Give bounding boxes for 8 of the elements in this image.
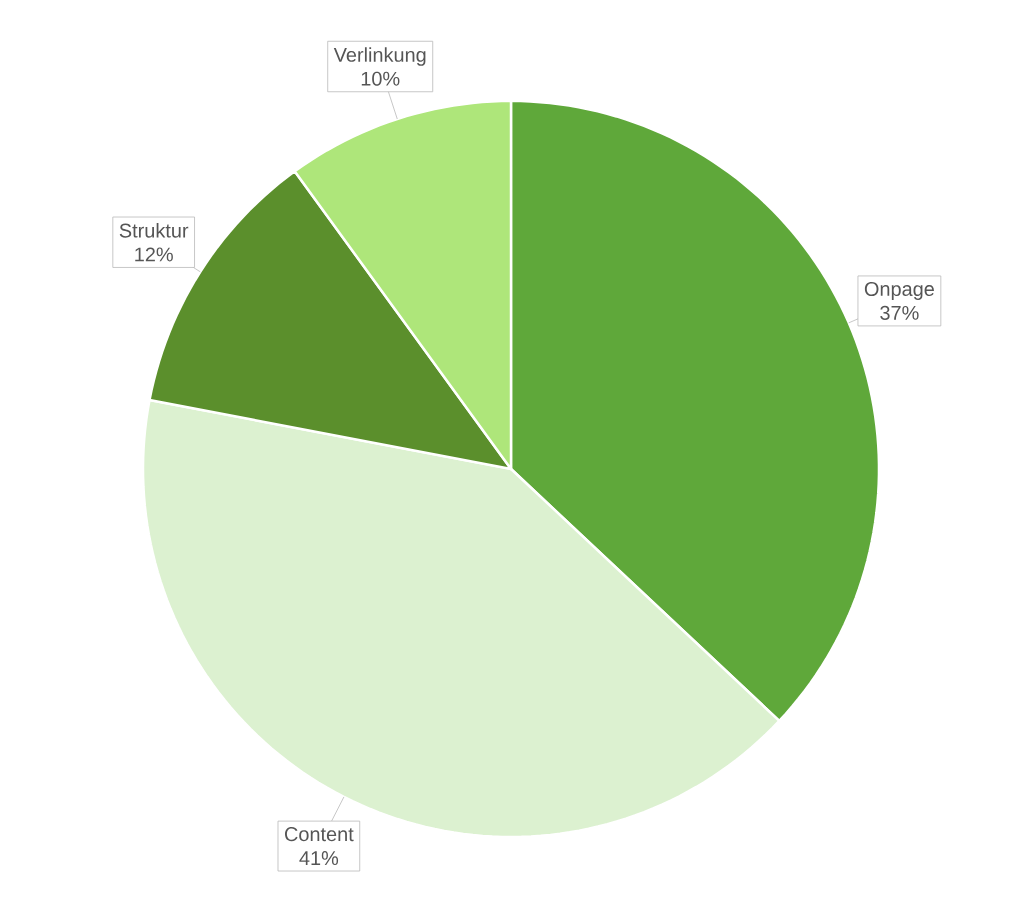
slice-label: Struktur xyxy=(119,223,189,238)
slice-label: Verlinkung xyxy=(333,47,426,66)
data-label: 10% xyxy=(361,71,400,86)
data-label: 37% xyxy=(880,305,919,320)
data-label: 41% xyxy=(299,851,339,866)
slice-label: Onpage xyxy=(864,281,934,300)
slice-label: Content xyxy=(284,827,354,842)
data-label: 12% xyxy=(135,247,173,262)
